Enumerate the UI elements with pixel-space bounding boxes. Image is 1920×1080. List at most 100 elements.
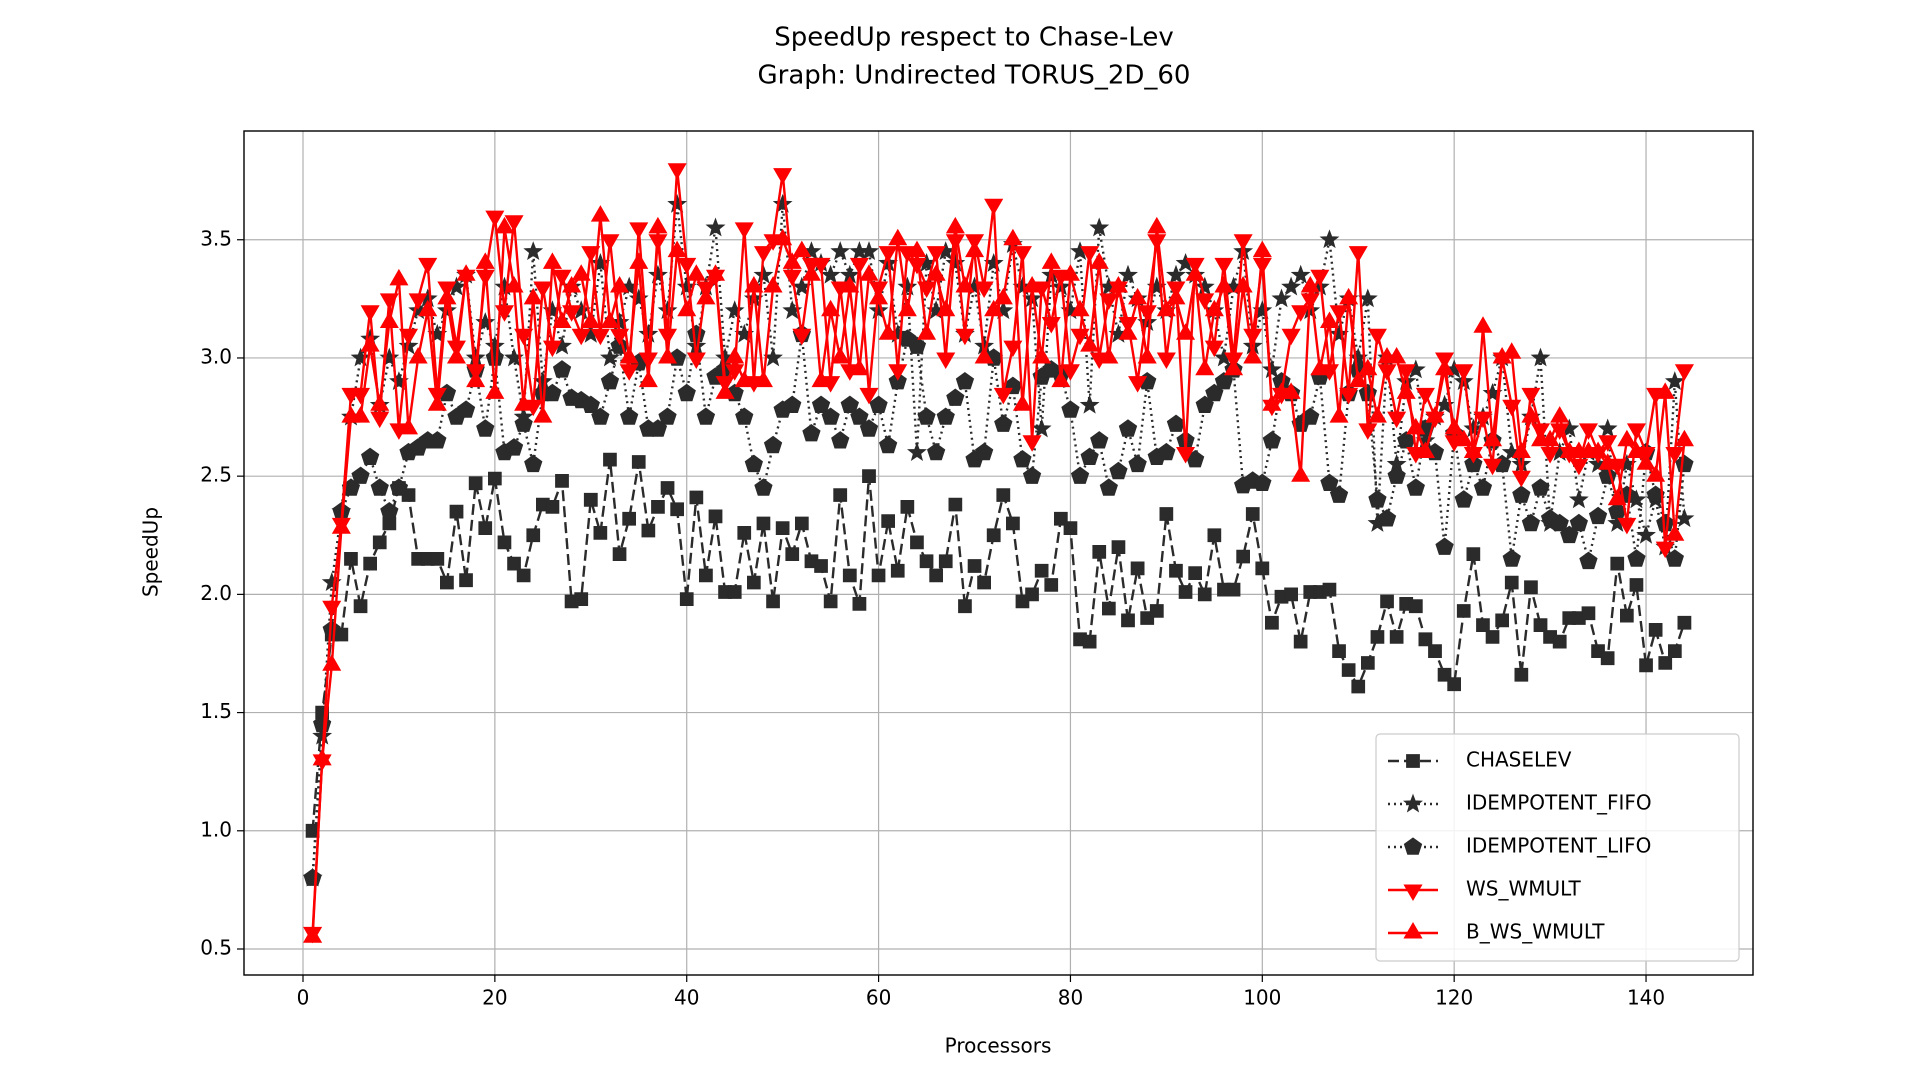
marker xyxy=(1319,311,1339,328)
marker xyxy=(583,492,598,507)
marker xyxy=(350,347,371,367)
marker xyxy=(658,346,678,364)
marker xyxy=(945,216,965,234)
marker xyxy=(1034,563,1049,578)
marker xyxy=(1406,478,1425,496)
marker xyxy=(1568,489,1589,509)
marker xyxy=(1476,618,1490,632)
marker xyxy=(820,264,841,284)
legend-label: B_WS_WMULT xyxy=(1466,920,1605,944)
marker xyxy=(1358,358,1378,376)
marker xyxy=(965,240,985,258)
marker xyxy=(1188,566,1202,580)
marker xyxy=(1512,485,1531,503)
marker xyxy=(370,478,389,496)
marker xyxy=(1006,516,1020,531)
marker xyxy=(1380,594,1394,609)
marker xyxy=(763,435,783,454)
marker xyxy=(1533,618,1548,632)
marker xyxy=(686,352,706,370)
marker xyxy=(562,276,582,293)
marker xyxy=(936,352,956,370)
marker xyxy=(1041,252,1061,269)
marker xyxy=(1367,406,1387,423)
marker xyxy=(1495,613,1509,628)
marker xyxy=(1080,335,1100,352)
marker xyxy=(1092,545,1107,559)
marker xyxy=(1022,466,1042,484)
y-tick-label: 0.5 xyxy=(200,935,232,959)
marker xyxy=(1332,644,1346,658)
marker xyxy=(1387,346,1407,364)
marker xyxy=(408,293,428,310)
marker xyxy=(497,535,512,550)
marker xyxy=(782,269,802,287)
marker xyxy=(917,323,937,340)
marker xyxy=(1281,276,1302,296)
marker xyxy=(372,535,387,550)
marker xyxy=(581,246,601,263)
marker xyxy=(1550,513,1569,532)
marker xyxy=(1675,454,1694,473)
marker xyxy=(977,575,991,590)
marker xyxy=(1320,473,1339,491)
marker xyxy=(1329,485,1349,503)
marker xyxy=(1003,228,1023,246)
marker xyxy=(1082,634,1097,649)
marker xyxy=(641,523,656,538)
marker xyxy=(679,592,694,606)
marker xyxy=(1281,382,1301,399)
marker xyxy=(1531,478,1550,496)
legend-marker xyxy=(1403,837,1423,855)
marker xyxy=(1361,656,1375,670)
y-tick-label: 1.0 xyxy=(200,817,232,841)
marker xyxy=(753,370,773,388)
marker xyxy=(734,370,754,388)
marker xyxy=(1265,615,1279,630)
marker xyxy=(974,346,994,364)
marker xyxy=(379,347,400,367)
marker xyxy=(590,328,610,346)
marker xyxy=(821,299,841,317)
y-tick-label: 1.5 xyxy=(200,699,232,723)
marker xyxy=(408,346,428,364)
marker xyxy=(446,346,466,364)
marker xyxy=(705,217,726,237)
marker xyxy=(428,431,447,449)
marker xyxy=(948,497,963,512)
marker xyxy=(1658,656,1673,670)
marker xyxy=(1032,346,1052,364)
marker xyxy=(859,264,879,281)
marker xyxy=(631,455,646,469)
marker xyxy=(459,573,473,588)
marker xyxy=(677,383,696,402)
marker xyxy=(658,407,677,425)
marker xyxy=(958,599,972,614)
legend-marker xyxy=(1403,922,1423,939)
marker xyxy=(1550,406,1570,423)
marker xyxy=(380,501,399,520)
marker xyxy=(744,454,763,473)
marker xyxy=(785,547,800,561)
marker xyxy=(1128,454,1147,473)
marker xyxy=(1022,275,1042,293)
marker xyxy=(821,407,840,425)
marker xyxy=(610,328,630,346)
x-tick-label: 60 xyxy=(866,986,891,1010)
marker xyxy=(494,216,514,234)
marker xyxy=(696,407,716,425)
marker xyxy=(1668,644,1682,658)
marker xyxy=(917,407,936,425)
marker xyxy=(1013,449,1032,468)
marker xyxy=(1176,447,1196,464)
marker xyxy=(907,442,927,461)
marker xyxy=(1070,299,1090,317)
marker xyxy=(1300,275,1320,293)
marker xyxy=(1159,507,1174,521)
marker xyxy=(1444,417,1464,435)
marker xyxy=(859,387,879,405)
marker xyxy=(1428,644,1442,658)
marker xyxy=(938,554,953,569)
marker xyxy=(660,481,675,495)
marker xyxy=(507,556,521,571)
